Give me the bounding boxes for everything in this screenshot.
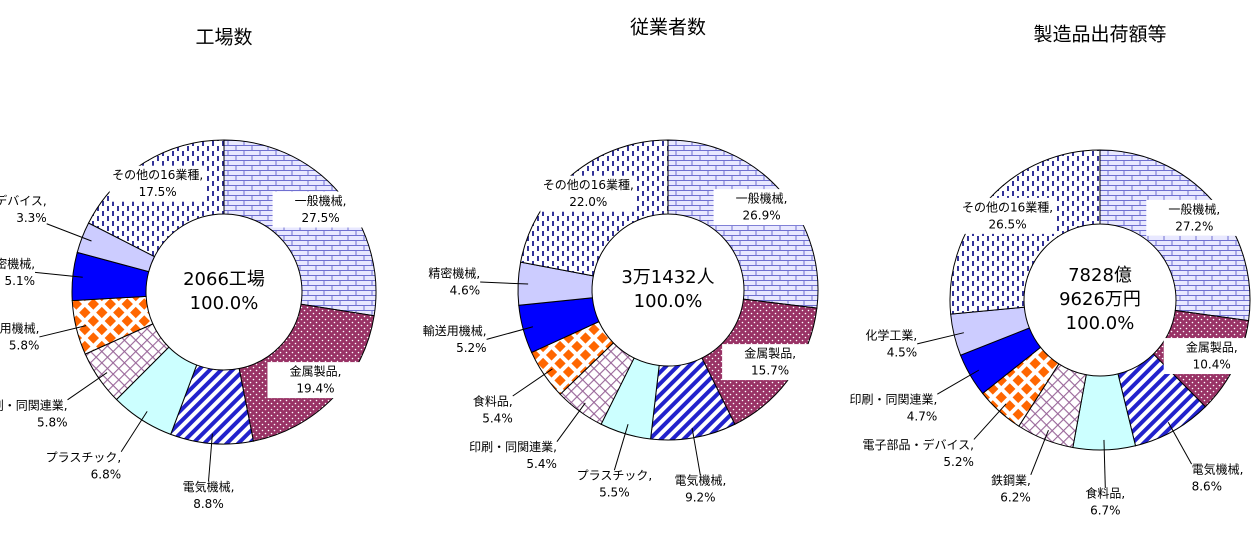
category-label: 食料品,	[473, 394, 513, 409]
category-label: その他の16業種,	[543, 178, 634, 192]
leader-line	[480, 281, 529, 285]
value-label: 5.8%	[9, 338, 40, 352]
leader-line	[39, 325, 87, 338]
category-label: 印刷・同関連業,	[0, 398, 68, 412]
center-label: 9626万円	[1059, 289, 1141, 310]
category-label: 輸送用機械,	[0, 320, 39, 335]
value-label: 22.0%	[569, 195, 607, 209]
value-label: 6.7%	[1090, 503, 1121, 517]
value-label: 26.5%	[988, 217, 1026, 231]
leader-line	[917, 332, 964, 345]
category-label: 金属製品,	[1186, 340, 1238, 355]
value-label: 26.9%	[743, 209, 781, 223]
leader-line	[973, 403, 1007, 440]
category-label: プラスチック,	[577, 469, 653, 483]
label-bg	[1146, 199, 1243, 236]
leader-line	[46, 223, 92, 242]
category-label: 鉄鋼業,	[991, 472, 1031, 487]
donut-slice	[223, 139, 377, 317]
label-bg	[267, 362, 364, 399]
center-label: 100.0%	[190, 293, 259, 314]
label-bg	[109, 165, 206, 202]
category-label: その他の16業種,	[962, 200, 1053, 214]
leader-line	[120, 411, 148, 453]
chart-title: 工場数	[195, 27, 252, 49]
leader-line	[512, 368, 553, 397]
leader-line	[207, 433, 213, 482]
category-label: 化学工業,	[865, 327, 917, 342]
center-label: 2066工場	[183, 269, 265, 290]
value-label: 4.7%	[907, 410, 938, 424]
value-label: 8.8%	[193, 497, 224, 511]
value-label: 6.2%	[1000, 490, 1031, 504]
value-label: 5.4%	[482, 412, 513, 426]
value-label: 5.1%	[5, 274, 36, 288]
value-label: 5.2%	[456, 341, 487, 355]
category-label: 精密機械,	[428, 266, 480, 281]
value-label: 5.8%	[37, 415, 68, 429]
leader-line	[1167, 422, 1193, 465]
value-label: 6.8%	[91, 467, 122, 481]
center-label: 100.0%	[634, 291, 703, 312]
leader-line	[691, 427, 701, 476]
category-label: 電気機械,	[1192, 462, 1244, 477]
category-label: 輸送用機械,	[423, 323, 487, 338]
leader-line	[613, 424, 629, 471]
label-bg	[959, 197, 1056, 234]
leader-line	[67, 372, 108, 401]
category-label: 金属製品,	[744, 346, 796, 361]
label-bg	[272, 191, 369, 228]
value-label: 19.4%	[296, 382, 334, 396]
category-label: その他の16業種,	[112, 168, 203, 182]
value-label: 4.6%	[450, 284, 481, 298]
category-label: 電子部品・デバイス,	[862, 437, 973, 452]
value-label: 15.7%	[751, 364, 789, 378]
leader-line	[937, 369, 980, 395]
value-label: 3.3%	[16, 211, 47, 225]
category-label: 電子部品・デバイス,	[0, 193, 47, 208]
category-label: 電気機械,	[674, 473, 726, 488]
value-label: 27.2%	[1175, 219, 1213, 233]
category-label: 電気機械,	[183, 479, 235, 494]
value-label: 27.5%	[302, 211, 340, 225]
category-label: 印刷・同関連業,	[849, 393, 937, 407]
leader-line	[34, 271, 83, 278]
leader-line	[486, 326, 534, 340]
value-label: 5.4%	[526, 457, 557, 471]
value-label: 9.2%	[685, 491, 716, 505]
label-bg	[540, 175, 637, 212]
value-label: 5.2%	[943, 455, 974, 469]
leader-line	[1103, 439, 1106, 488]
category-label: 精密機械,	[0, 256, 35, 271]
label-bg	[722, 344, 819, 381]
label-bg	[1163, 338, 1256, 375]
category-label: プラスチック,	[46, 450, 122, 464]
value-label: 8.6%	[1192, 480, 1223, 494]
value-label: 17.5%	[139, 185, 177, 199]
center-label: 3万1432人	[621, 267, 714, 288]
category-label: 印刷・同関連業,	[469, 440, 557, 454]
chart-title: 製造品出荷額等	[1033, 24, 1166, 46]
center-label: 7828億	[1068, 265, 1132, 286]
center-label: 100.0%	[1066, 313, 1135, 334]
category-label: 金属製品,	[290, 364, 342, 379]
category-label: 食料品,	[1085, 485, 1125, 500]
leader-line	[556, 402, 586, 442]
category-label: 一般機械,	[295, 193, 347, 208]
value-label: 5.5%	[599, 486, 630, 500]
leader-line	[1030, 429, 1049, 475]
label-bg	[713, 189, 810, 226]
chart-title: 従業者数	[630, 17, 706, 39]
category-label: 一般機械,	[1168, 201, 1220, 216]
value-label: 4.5%	[887, 345, 918, 359]
value-label: 10.4%	[1193, 358, 1231, 372]
category-label: 一般機械,	[736, 191, 788, 206]
